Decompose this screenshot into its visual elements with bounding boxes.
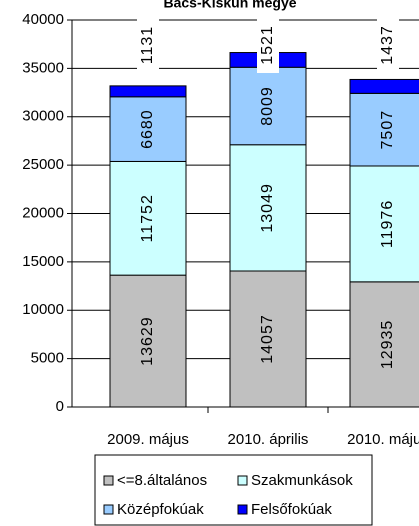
legend-marker — [237, 504, 248, 515]
legend-marker — [103, 504, 114, 515]
y-tick-label: 15000 — [22, 253, 64, 270]
data-label: 6680 — [139, 109, 156, 149]
label-bg — [137, 17, 159, 73]
y-tick-label: 25000 — [22, 156, 64, 173]
chart-title: Bács-Kiskun megye — [163, 0, 296, 11]
legend-marker — [237, 475, 248, 486]
y-tick-label: 40000 — [22, 11, 64, 28]
y-tick-label: 5000 — [31, 350, 64, 367]
x-tick-label: 2010. május — [347, 431, 419, 448]
label-bg — [377, 17, 399, 73]
legend-marker — [103, 475, 114, 486]
data-label: 11976 — [379, 200, 396, 248]
data-label: 7507 — [379, 110, 396, 150]
x-tick-label: 2010. április — [228, 431, 309, 448]
data-label: 1437 — [379, 25, 396, 65]
data-label: 13629 — [139, 316, 156, 366]
x-tick-label: 2009. május — [107, 431, 189, 448]
bar-segment — [229, 144, 307, 272]
label-bg — [257, 17, 279, 73]
legend-label: Felsőfokúak — [251, 501, 332, 518]
bar-segment — [109, 274, 187, 408]
y-tick-label: 30000 — [22, 108, 64, 125]
data-label: 11752 — [139, 194, 156, 242]
bar-segment — [349, 165, 419, 283]
legend-label: Középfokúak — [117, 501, 204, 518]
legend-label: Szakmunkások — [251, 472, 353, 489]
legend-box — [94, 454, 373, 526]
y-tick-label: 20000 — [22, 204, 64, 221]
bar-segment — [349, 281, 419, 408]
legend-label: <=8.általános — [117, 472, 207, 489]
data-label: 8009 — [259, 86, 276, 126]
bar-segment — [229, 66, 307, 146]
bar-segment — [349, 78, 419, 94]
data-label: 1131 — [139, 26, 156, 64]
y-tick-label: 0 — [56, 398, 64, 415]
data-label: 12935 — [379, 320, 396, 370]
y-tick-label: 35000 — [22, 59, 64, 76]
y-tick-label: 10000 — [22, 301, 64, 318]
bar-segment — [109, 85, 187, 98]
data-label: 1521 — [259, 25, 276, 65]
data-label: 13049 — [259, 183, 276, 233]
data-label: 14057 — [259, 314, 276, 364]
